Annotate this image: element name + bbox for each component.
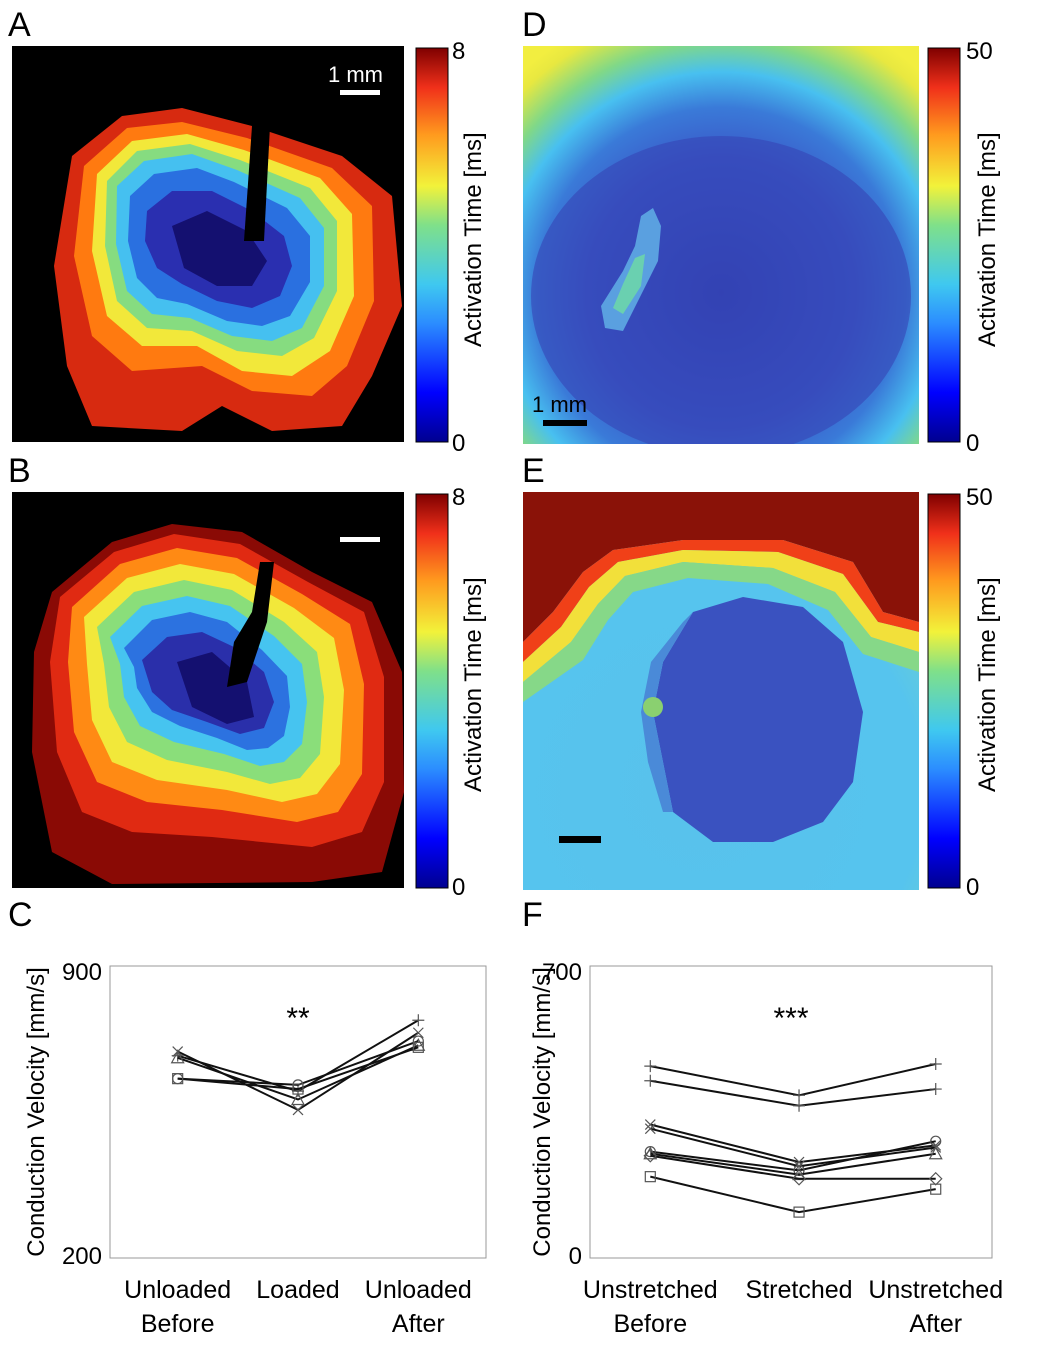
colorbar-a xyxy=(415,47,449,443)
panel-label-e: E xyxy=(522,452,545,490)
significance-annotation: *** xyxy=(773,1002,808,1035)
colorbar-d-max: 50 xyxy=(966,38,993,65)
series-line xyxy=(177,1044,419,1101)
x-category-label: After xyxy=(909,1310,962,1338)
data-point xyxy=(172,1073,184,1085)
data-point xyxy=(644,1171,656,1183)
x-category-label: After xyxy=(392,1310,445,1338)
data-point xyxy=(644,1119,656,1130)
scalebar-a-label: 1 mm xyxy=(328,62,383,87)
series-line xyxy=(650,1175,936,1214)
series-line xyxy=(177,1046,419,1091)
colorbar-a-max: 8 xyxy=(452,38,466,65)
x-category-label: Stretched xyxy=(746,1276,853,1304)
colorbar-a-min: 0 xyxy=(452,430,466,457)
data-point xyxy=(644,1074,657,1087)
series-line xyxy=(650,1152,936,1176)
series-2 xyxy=(644,1074,942,1112)
colorbar-a-title: Activation Time [ms] xyxy=(460,132,487,347)
data-point xyxy=(643,1148,658,1163)
colorbar-d xyxy=(927,47,961,443)
panel-label-f: F xyxy=(522,896,543,934)
data-point xyxy=(793,1099,806,1112)
colorbar-b-title: Activation Time [ms] xyxy=(460,577,487,792)
data-point xyxy=(412,1035,424,1047)
panel-label-a: A xyxy=(8,6,31,44)
significance-annotation: ** xyxy=(286,1002,310,1035)
series-1 xyxy=(644,1058,942,1102)
series-line xyxy=(177,1040,419,1086)
data-point xyxy=(793,1206,805,1218)
data-point xyxy=(170,1050,185,1064)
data-point xyxy=(928,1146,943,1160)
colorbar-e-min: 0 xyxy=(966,874,980,901)
y-tick-label: 900 xyxy=(62,959,102,986)
data-point xyxy=(929,1083,942,1096)
scalebar-b xyxy=(340,537,380,542)
data-point xyxy=(412,1014,425,1027)
data-point xyxy=(290,1092,306,1106)
data-point xyxy=(292,1104,304,1116)
data-point xyxy=(929,1058,942,1071)
series-2 xyxy=(171,1014,425,1098)
y-axis-label: Conduction Velocity [mm/s] xyxy=(23,967,50,1256)
colorbar-d-title: Activation Time [ms] xyxy=(974,132,1001,347)
x-category-label: Unstretched xyxy=(583,1276,718,1304)
series-line xyxy=(650,1154,936,1180)
x-category-label: Unloaded xyxy=(365,1276,472,1304)
data-point xyxy=(644,1123,656,1135)
data-point xyxy=(412,1041,424,1053)
colorbar-b-max: 8 xyxy=(452,484,466,511)
chart-c: 900 200 Conduction Velocity [mm/s] ** Unload… xyxy=(23,959,487,1338)
colorbar-e xyxy=(927,493,961,889)
y-axis-label: Conduction Velocity [mm/s] xyxy=(529,967,556,1256)
data-point xyxy=(292,1085,304,1098)
y-tick-label: 200 xyxy=(62,1243,102,1270)
colorbar-e-max: 50 xyxy=(966,484,993,511)
series-5 xyxy=(172,1041,424,1095)
plot-frame xyxy=(109,965,487,1259)
x-category-label: Before xyxy=(613,1310,687,1338)
colorbar-d-min: 0 xyxy=(966,430,980,457)
y-tick-label: 700 xyxy=(542,959,582,986)
scalebar-a xyxy=(340,90,380,95)
data-point xyxy=(292,1083,304,1095)
scalebar-d xyxy=(543,420,587,426)
activation-map-b xyxy=(12,492,404,888)
y-tick-label: 0 xyxy=(569,1243,582,1270)
series-8 xyxy=(644,1171,942,1218)
data-point xyxy=(412,1027,424,1039)
panel-label-d: D xyxy=(522,6,547,44)
colorbar-e-title: Activation Time [ms] xyxy=(974,577,1001,792)
panel-label-b: B xyxy=(8,452,31,490)
activation-map-e xyxy=(523,492,919,890)
colorbar-b xyxy=(415,493,449,889)
panel-label-c: C xyxy=(8,896,33,934)
data-point xyxy=(644,1060,657,1073)
x-category-label: Unloaded xyxy=(124,1276,231,1304)
activation-map-d xyxy=(523,46,919,444)
chart-f: 700 0 Conduction Velocity [mm/s] *** Unstret… xyxy=(529,959,1003,1338)
colorbar-b-min: 0 xyxy=(452,874,466,901)
series-line xyxy=(650,1140,936,1172)
x-category-label: Unstretched xyxy=(868,1276,1003,1304)
data-point xyxy=(930,1135,942,1147)
data-point xyxy=(930,1183,942,1195)
data-point xyxy=(792,1171,806,1186)
x-category-label: Loaded xyxy=(256,1276,339,1304)
data-point xyxy=(793,1089,806,1102)
x-category-label: Before xyxy=(141,1310,215,1338)
scalebar-d-label: 1 mm xyxy=(532,392,587,417)
activation-map-a xyxy=(12,46,404,442)
plot-frame xyxy=(589,965,993,1259)
